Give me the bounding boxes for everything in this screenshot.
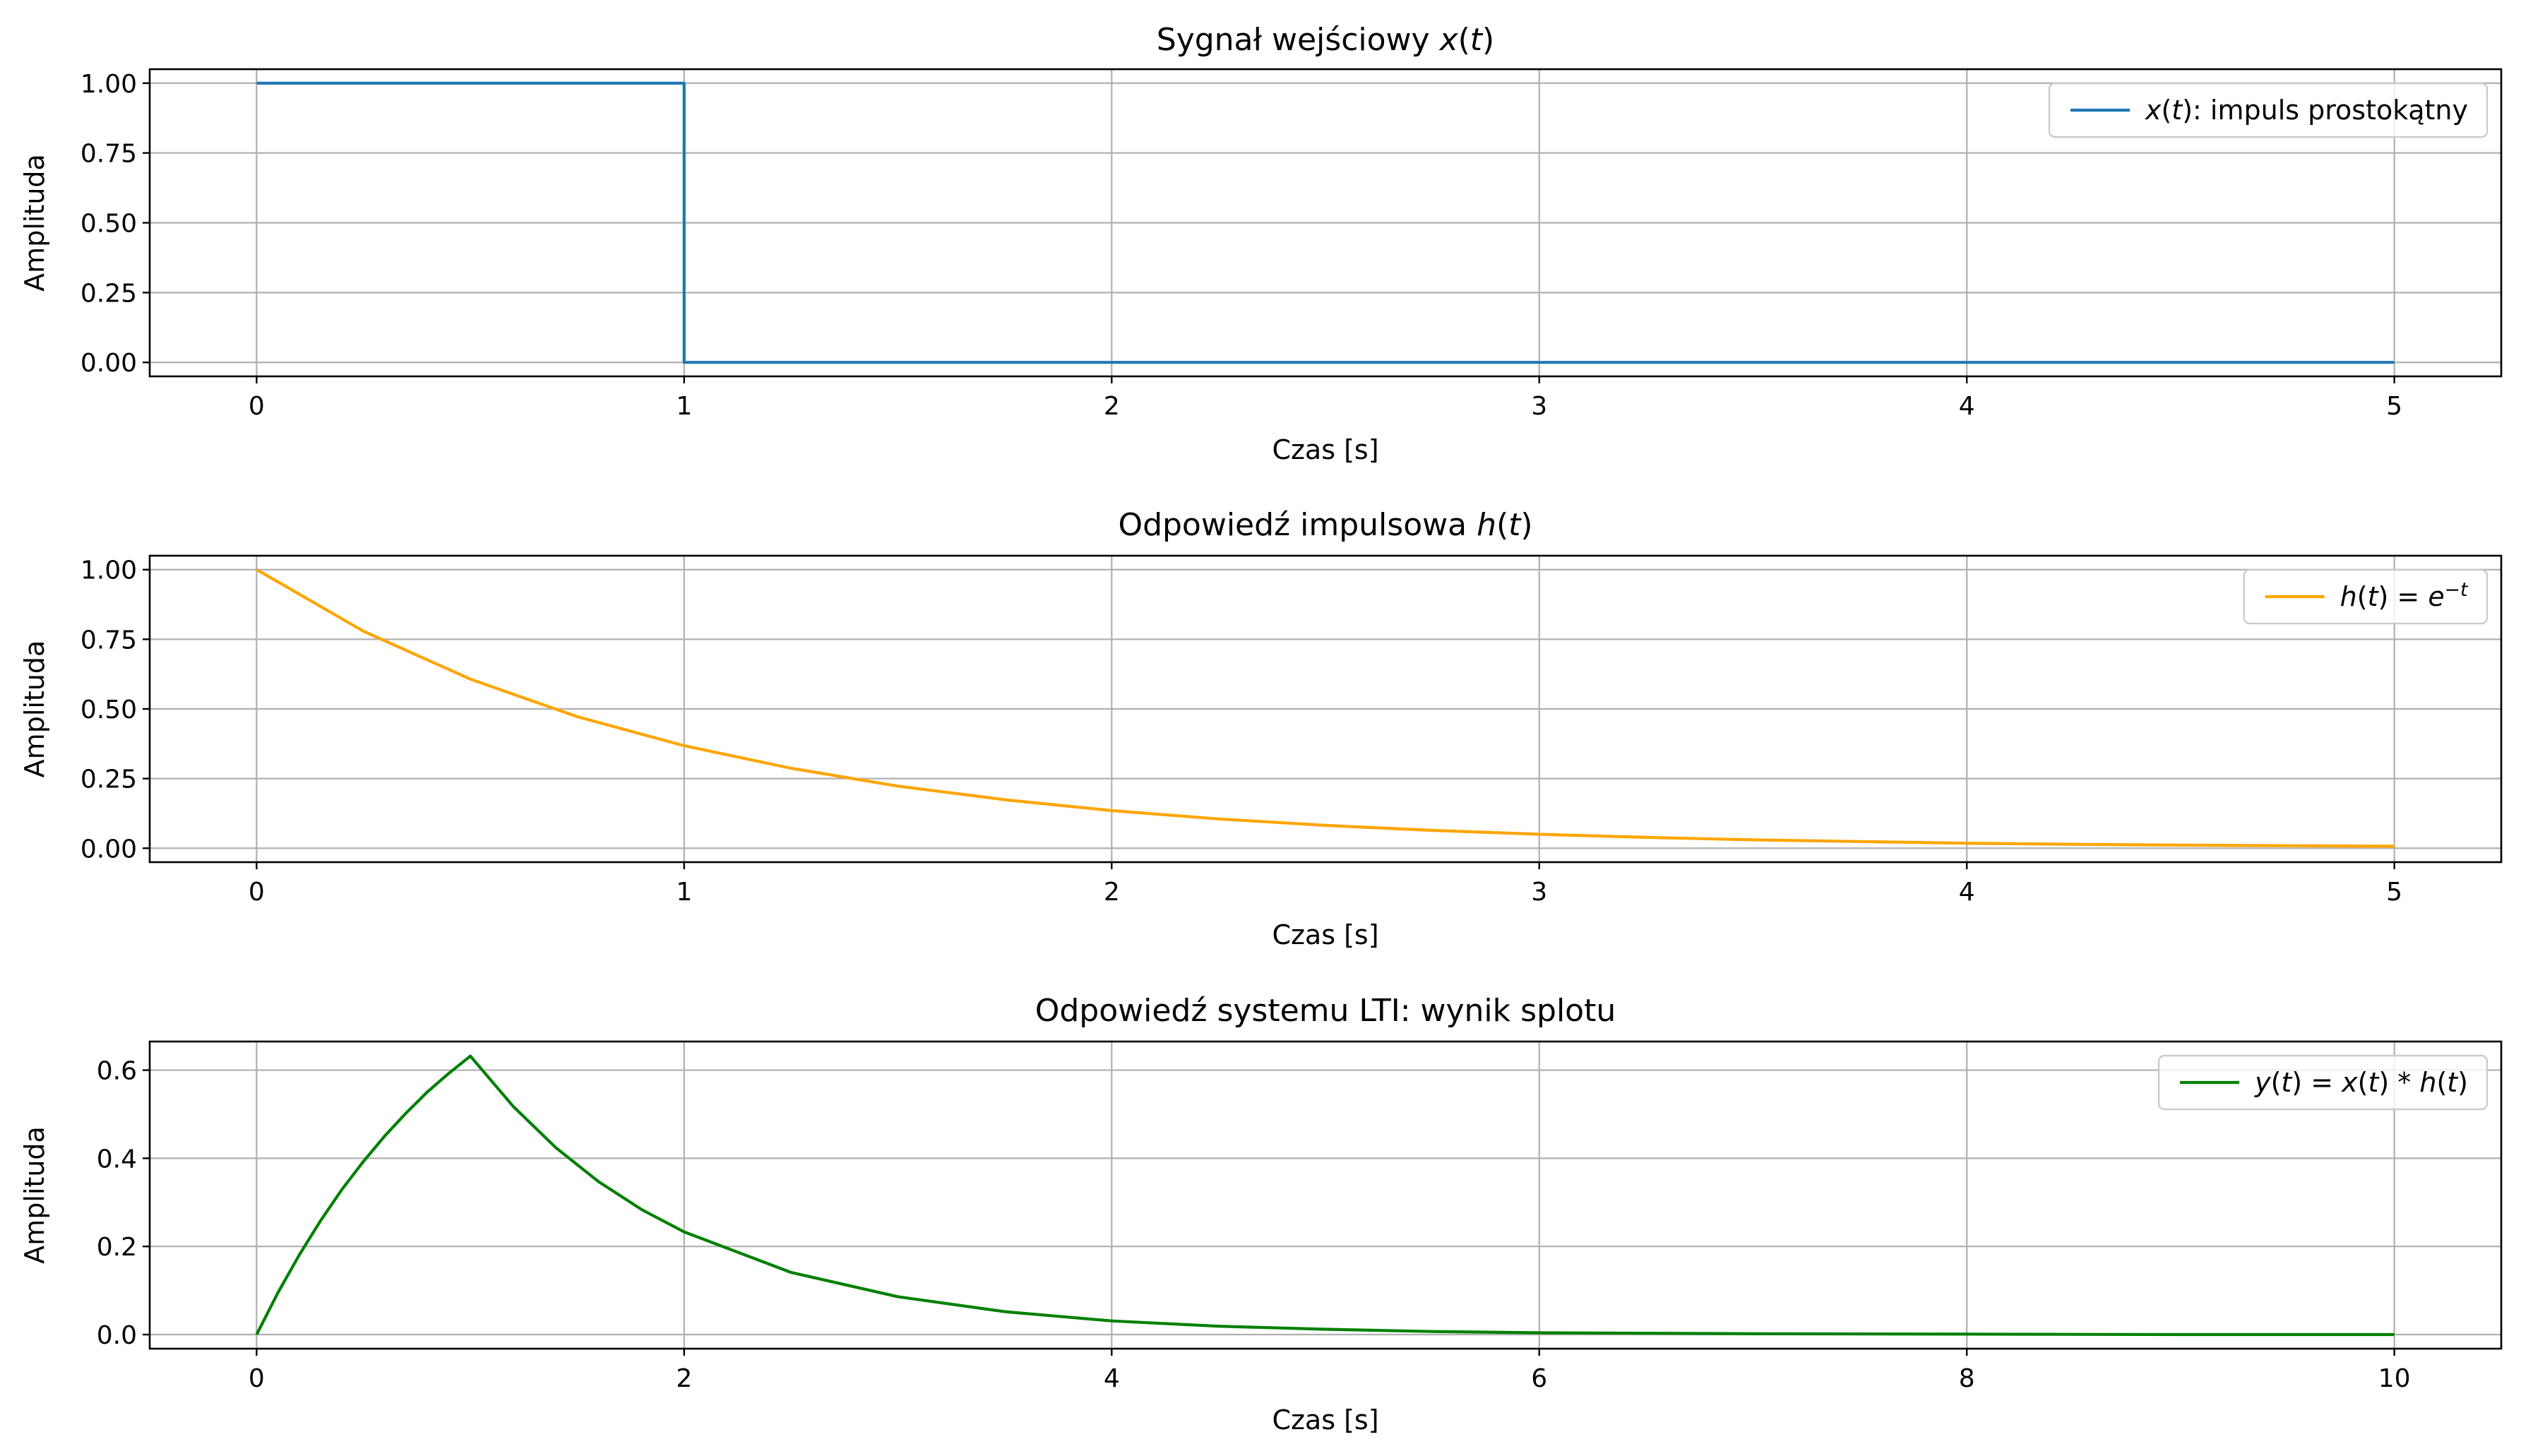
legend-label: h(t) = e−t [2340, 579, 2469, 612]
legend-box [2157, 1054, 2489, 1111]
series-line-1 [256, 81, 2395, 364]
x-tick-label: 1 [676, 878, 692, 907]
x-tick-label: 4 [1104, 1364, 1120, 1393]
y-tick-label: 0.75 [81, 626, 137, 655]
y-axis-label: Amplituda [19, 640, 50, 778]
y-tick-label: 0.2 [97, 1233, 137, 1262]
series-line-1 [255, 1054, 2395, 1337]
y-axis-label: Amplituda [19, 154, 50, 292]
series-line-1 [256, 568, 2395, 848]
x-axis-label: Czas [s] [1272, 1404, 1378, 1436]
x-tick-label: 3 [1531, 392, 1547, 421]
subplot-2: 0 1 2 3 4 5 0.00 0.25 0.50 0.75 1.00 Odpowiedź impu… [19, 507, 2503, 950]
legend-box [2048, 82, 2489, 138]
x-tick-label: 5 [2386, 878, 2402, 907]
subplot-title: Sygnał wejściowy x(t) [1157, 22, 1494, 58]
legend: y(t) = x(t) * h(t) [2157, 1054, 2489, 1111]
y-tick-label: 0.6 [97, 1057, 137, 1086]
x-tick-label: 4 [1959, 878, 1975, 907]
legend-label: x(t): impuls prostokątny [2145, 95, 2468, 126]
legend-label: y(t) = x(t) * h(t) [2254, 1067, 2468, 1098]
y-tick-label: 0.25 [81, 765, 137, 794]
x-tick-label: 10 [2378, 1364, 2411, 1393]
legend-box [2243, 568, 2489, 625]
y-tick-label: 0.0 [97, 1321, 137, 1350]
y-tick-label: 0.00 [81, 835, 137, 864]
y-tick-label: 1.00 [81, 556, 137, 585]
axes-frame [148, 1040, 2503, 1350]
x-axis-label: Czas [s] [1272, 434, 1378, 465]
x-tick-label: 2 [676, 1364, 692, 1393]
subplot-1: 0 1 2 3 4 5 0.00 0.25 0.50 0.75 1.00 Sygnał wejścio… [19, 22, 2503, 465]
legend: h(t) = e−t [2243, 568, 2489, 625]
x-tick-label: 0 [249, 1364, 265, 1393]
x-tick-label: 0 [249, 392, 265, 421]
y-tick-label: 0.00 [81, 349, 137, 378]
y-tick-label: 0.50 [81, 210, 137, 239]
x-tick-label: 4 [1959, 392, 1975, 421]
y-tick-label: 0.50 [81, 696, 137, 724]
x-tick-label: 0 [249, 878, 265, 907]
y-tick-label: 0.25 [81, 279, 137, 308]
y-tick-label: 0.4 [97, 1145, 137, 1174]
x-axis-label: Czas [s] [1272, 919, 1378, 950]
x-tick-label: 2 [1104, 392, 1120, 421]
x-tick-label: 5 [2386, 392, 2402, 421]
subplot-3: 0 2 4 6 8 10 0.0 0.2 0.4 0.6 Odpowiedź systemu LTI… [19, 993, 2503, 1436]
x-tick-label: 3 [1531, 878, 1547, 907]
x-tick-label: 8 [1959, 1364, 1975, 1393]
y-axis-label: Amplituda [19, 1126, 50, 1264]
subplot-title: Odpowiedź systemu LTI: wynik splotu [1035, 993, 1616, 1029]
x-tick-label: 2 [1104, 878, 1120, 907]
legend: x(t): impuls prostokątny [2048, 82, 2489, 138]
y-tick-label: 0.75 [81, 140, 137, 169]
x-tick-label: 1 [676, 392, 692, 421]
x-tick-label: 6 [1531, 1364, 1547, 1393]
subplot-title: Odpowiedź impulsowa h(t) [1118, 507, 1532, 543]
y-tick-label: 1.00 [81, 70, 137, 99]
